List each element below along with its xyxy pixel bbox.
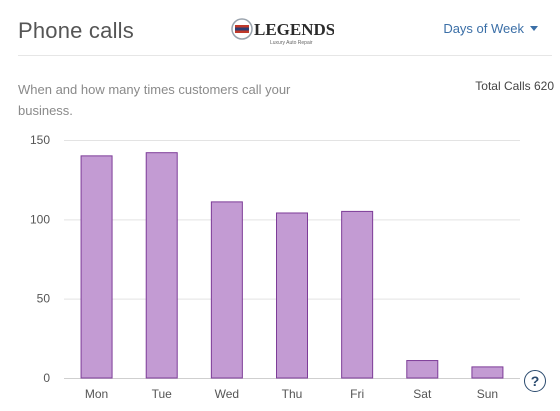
help-icon[interactable]: ? bbox=[524, 370, 546, 392]
x-tick-label: Wed bbox=[215, 387, 239, 401]
logo-tagline: Luxury Auto Repair bbox=[270, 40, 313, 46]
y-axis: 0 50 100 150 bbox=[30, 133, 50, 385]
page-title: Phone calls bbox=[18, 18, 134, 43]
days-of-week-dropdown[interactable]: Days of Week bbox=[443, 21, 538, 36]
chevron-down-icon bbox=[530, 26, 538, 32]
x-tick-label: Sun bbox=[477, 387, 498, 401]
y-tick-label: 150 bbox=[30, 133, 50, 147]
x-tick-label: Tue bbox=[152, 387, 173, 401]
total-calls: Total Calls 620 bbox=[475, 79, 554, 93]
bar-mon[interactable] bbox=[80, 155, 113, 379]
header-divider bbox=[18, 55, 552, 56]
bar-thu[interactable] bbox=[276, 212, 308, 379]
bar-wed[interactable] bbox=[210, 201, 243, 379]
x-tick-label: Sat bbox=[413, 387, 432, 401]
x-tick-label: Fri bbox=[350, 387, 364, 401]
legends-logo: LEGENDS Luxury Auto Repair bbox=[231, 18, 334, 46]
bar-sat[interactable] bbox=[406, 360, 439, 379]
logo-emblem bbox=[231, 18, 253, 40]
bar-fri[interactable] bbox=[341, 210, 374, 379]
x-tick-label: Mon bbox=[85, 387, 108, 401]
x-axis: Mon Tue Wed Thu Fri Sat Sun bbox=[85, 387, 498, 401]
y-tick-label: 50 bbox=[37, 292, 51, 306]
bar-sun[interactable] bbox=[471, 366, 504, 379]
chart-description: When and how many times customers call y… bbox=[18, 82, 291, 118]
bars-layer bbox=[80, 152, 504, 379]
logo-wordmark: LEGENDS bbox=[254, 20, 334, 39]
x-tick-label: Thu bbox=[282, 387, 303, 401]
y-tick-label: 100 bbox=[30, 212, 50, 226]
y-tick-label: 0 bbox=[43, 371, 50, 385]
dropdown-label: Days of Week bbox=[443, 21, 524, 36]
bar-tue[interactable] bbox=[145, 152, 178, 379]
